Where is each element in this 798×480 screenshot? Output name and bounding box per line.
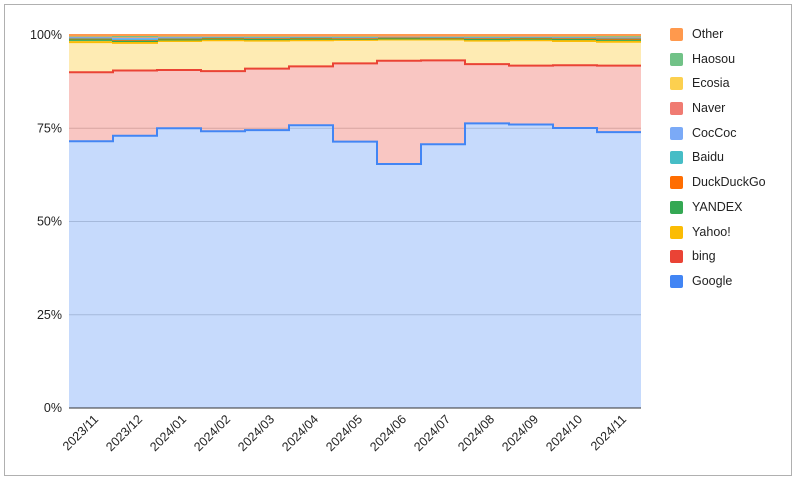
legend-item-baidu[interactable]: Baidu xyxy=(670,149,794,174)
legend-item-coccoc[interactable]: CocCoc xyxy=(670,125,794,150)
line-bing xyxy=(69,59,641,74)
legend-label: Haosou xyxy=(692,51,736,66)
legend-label: Ecosia xyxy=(692,76,730,91)
legend-item-yahoo[interactable]: Yahoo! xyxy=(670,224,794,249)
legend-label: Yahoo! xyxy=(692,224,731,239)
legend-swatch xyxy=(670,200,683,214)
legend-swatch xyxy=(670,28,683,41)
chart-legend: Other Haosou Ecosia Naver CocCoc Baidu DuckDuc… xyxy=(670,26,794,298)
line-google xyxy=(69,122,641,166)
legend-label: Naver xyxy=(692,101,726,116)
legend-item-yandex[interactable]: YANDEX xyxy=(670,199,794,224)
legend-label: CocCoc xyxy=(692,125,737,140)
x-tick-label: 2023/12 xyxy=(103,412,145,454)
legend-item-ecosia[interactable]: Ecosia xyxy=(670,75,794,100)
x-tick-label: 2024/05 xyxy=(323,412,365,454)
legend-label: DuckDuckGo xyxy=(692,175,766,190)
x-tick-label: 2024/07 xyxy=(411,412,453,454)
legend-item-other[interactable]: Other xyxy=(670,26,794,51)
legend-label: Baidu xyxy=(692,150,724,165)
legend-item-duckduckgo[interactable]: DuckDuckGo xyxy=(670,174,794,199)
legend-item-bing[interactable]: bing xyxy=(670,248,794,273)
legend-swatch xyxy=(670,77,683,91)
x-tick-label: 2024/11 xyxy=(588,412,629,453)
legend-swatch xyxy=(670,126,683,140)
legend-label: bing xyxy=(692,249,716,264)
y-tick-label: 100% xyxy=(30,28,62,42)
area-bing xyxy=(69,60,641,165)
legend-swatch xyxy=(670,274,683,288)
y-tick-label: 50% xyxy=(37,215,62,229)
x-tick-label: 2024/01 xyxy=(147,412,189,454)
x-tick-label: 2024/09 xyxy=(499,412,541,454)
area-google xyxy=(69,123,641,409)
x-tick-label: 2024/02 xyxy=(191,412,233,454)
legend-item-naver[interactable]: Naver xyxy=(670,100,794,125)
legend-swatch xyxy=(670,151,683,165)
legend-swatch xyxy=(670,176,683,190)
y-tick-label: 75% xyxy=(37,121,62,135)
legend-item-google[interactable]: Google xyxy=(670,273,794,298)
legend-label: Google xyxy=(692,273,733,288)
x-tick-label: 2024/10 xyxy=(543,412,585,454)
legend-label: YANDEX xyxy=(692,199,743,214)
legend-swatch xyxy=(670,52,683,66)
area-yahoo xyxy=(69,39,641,73)
x-tick-label: 2024/03 xyxy=(235,412,277,454)
x-tick-label: 2023/11 xyxy=(60,412,101,453)
legend-item-haosou[interactable]: Haosou xyxy=(670,51,794,76)
legend-swatch xyxy=(670,102,683,116)
x-tick-label: 2024/08 xyxy=(455,412,497,454)
legend-swatch xyxy=(670,225,683,239)
x-tick-label: 2024/06 xyxy=(367,412,409,454)
legend-swatch xyxy=(670,250,683,264)
y-tick-label: 25% xyxy=(37,308,62,322)
x-tick-label: 2024/04 xyxy=(279,412,321,454)
y-tick-label: 0% xyxy=(44,401,62,415)
legend-label: Other xyxy=(692,27,724,41)
chart-frame xyxy=(4,4,792,476)
